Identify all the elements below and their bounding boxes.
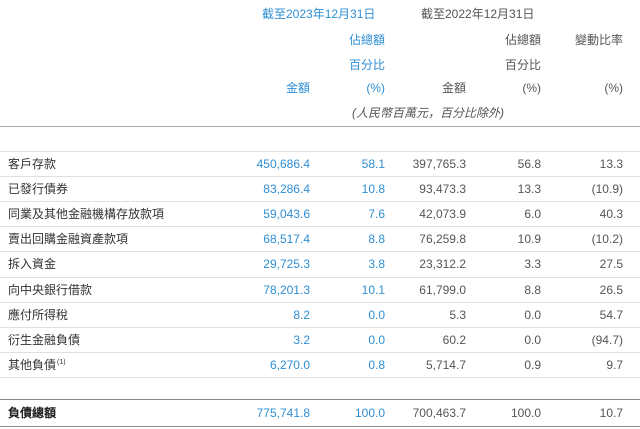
share-2023-cell: 0.0 [368,308,385,322]
total-amount-2023: 775,741.8 [256,406,310,420]
change-cell: 9.7 [606,358,623,372]
amount-2022-cell: 5.3 [449,308,466,322]
row-label: 賣出回購金融資產款項 [8,232,129,246]
table-row: 應付所得稅 8.2 0.0 5.3 0.0 54.7 [0,302,640,327]
total-amount-2022: 700,463.7 [412,406,466,420]
amount-2022-cell: 5,714.7 [425,358,466,372]
change-cell: 27.5 [599,257,623,271]
table-row: 拆入資金 29,725.3 3.8 23,312.2 3.3 27.5 [0,251,640,276]
total-row: 負債總額 775,741.8 100.0 700,463.7 100.0 10.… [0,399,640,427]
share-unit-2023: (%) [366,81,385,95]
share-2022-cell: 13.3 [517,182,541,196]
share-2022-cell: 0.0 [524,308,541,322]
change-cell: (10.9) [591,182,623,196]
amount-2023-cell: 6,270.0 [269,358,310,372]
table-row: 衍生金融負債 3.2 0.0 60.2 0.0 (94.7) [0,327,640,352]
share-2023-cell: 10.1 [361,283,385,297]
row-label: 應付所得稅 [8,308,69,322]
change-unit: (%) [604,81,623,95]
share-label-2023-line1: 佔總額 [348,33,385,47]
row-label: 衍生金融負債 [8,333,81,347]
share-2023-cell: 7.6 [368,207,385,221]
table-row: 其他負債(1) 6,270.0 0.8 5,714.7 0.9 9.7 [0,352,640,377]
amount-2022-cell: 397,765.3 [412,157,466,171]
unit-note: (人民幣百萬元，百分比除外) [352,106,504,120]
row-label: 拆入資金 [8,257,57,271]
amount-2022-cell: 61,799.0 [419,283,466,297]
amount-label-2023: 金額 [285,81,310,95]
share-2022-cell: 3.3 [524,257,541,271]
amount-label-2022: 金額 [441,81,466,95]
total-label: 負債總額 [8,406,57,420]
amount-2023-cell: 59,043.6 [263,207,310,221]
total-share-2023: 100.0 [354,406,385,420]
share-2022-cell: 8.8 [524,283,541,297]
row-label-cell: 向中央銀行借款 [8,278,92,302]
amount-2022-cell: 93,473.3 [419,182,466,196]
amount-2022-cell: 60.2 [442,333,466,347]
table-row: 同業及其他金融機構存放款項 59,043.6 7.6 42,073.9 6.0 40.3 [0,201,640,226]
row-label: 已發行債券 [8,182,69,196]
table-row: 賣出回購金融資產款項 68,517.4 8.8 76,259.8 10.9 (10.2) [0,226,640,251]
change-cell: 54.7 [599,308,623,322]
row-label-cell: 拆入資金 [8,252,56,276]
amount-2023-cell: 3.2 [293,333,310,347]
change-label: 變動比率 [574,33,623,47]
footnote-marker: (1) [57,359,66,366]
share-unit-2022: (%) [522,81,541,95]
amount-2023-cell: 8.2 [293,308,310,322]
row-label-cell: 衍生金融負債 [8,328,80,352]
share-label-2022-line1: 佔總額 [504,33,541,47]
total-share-2022: 100.0 [510,406,541,420]
amount-2023-cell: 450,686.4 [256,157,310,171]
share-2022-cell: 56.8 [517,157,541,171]
row-label-cell: 賣出回購金融資產款項 [8,227,128,251]
row-label-cell: 客戶存款 [8,152,56,176]
amount-2023-cell: 78,201.3 [263,283,310,297]
change-cell: 13.3 [599,157,623,171]
share-2023-cell: 8.8 [368,232,385,246]
body-bottom-divider [0,377,640,378]
period-heading-2022: 截至2022年12月31日 [421,7,535,21]
table-row: 客戶存款 450,686.4 58.1 397,765.3 56.8 13.3 [0,151,640,176]
share-2023-cell: 0.8 [368,358,385,372]
share-2022-cell: 0.9 [524,358,541,372]
table-row: 向中央銀行借款 78,201.3 10.1 61,799.0 8.8 26.5 [0,277,640,302]
header-divider [0,126,640,127]
row-label: 向中央銀行借款 [8,283,93,297]
row-label-cell: 已發行債券 [8,177,68,201]
amount-2022-cell: 76,259.8 [419,232,466,246]
period-heading-2023: 截至2023年12月31日 [262,7,376,21]
row-label: 客戶存款 [8,157,57,171]
amount-2023-cell: 29,725.3 [263,257,310,271]
change-cell: 40.3 [599,207,623,221]
row-label-cell: 同業及其他金融機構存放款項 [8,202,164,226]
share-label-2023-line2: 百分比 [348,58,385,72]
row-label-cell: 應付所得稅 [8,303,68,327]
amount-2023-cell: 83,286.4 [263,182,310,196]
share-2023-cell: 10.8 [361,182,385,196]
share-2023-cell: 0.0 [368,333,385,347]
row-label: 同業及其他金融機構存放款項 [8,207,165,221]
row-label-cell: 其他負債(1) [8,353,66,377]
share-2022-cell: 10.9 [517,232,541,246]
share-2022-cell: 0.0 [524,333,541,347]
table-row: 已發行債券 83,286.4 10.8 93,473.3 13.3 (10.9) [0,176,640,201]
change-cell: (94.7) [591,333,623,347]
amount-2022-cell: 42,073.9 [419,207,466,221]
amount-2022-cell: 23,312.2 [419,257,466,271]
share-2023-cell: 58.1 [361,157,385,171]
total-change: 10.7 [599,406,623,420]
share-2022-cell: 6.0 [524,207,541,221]
change-cell: (10.2) [591,232,623,246]
change-cell: 26.5 [599,283,623,297]
share-2023-cell: 3.8 [368,257,385,271]
amount-2023-cell: 68,517.4 [263,232,310,246]
row-label: 其他負債 [8,358,57,372]
share-label-2022-line2: 百分比 [504,58,541,72]
